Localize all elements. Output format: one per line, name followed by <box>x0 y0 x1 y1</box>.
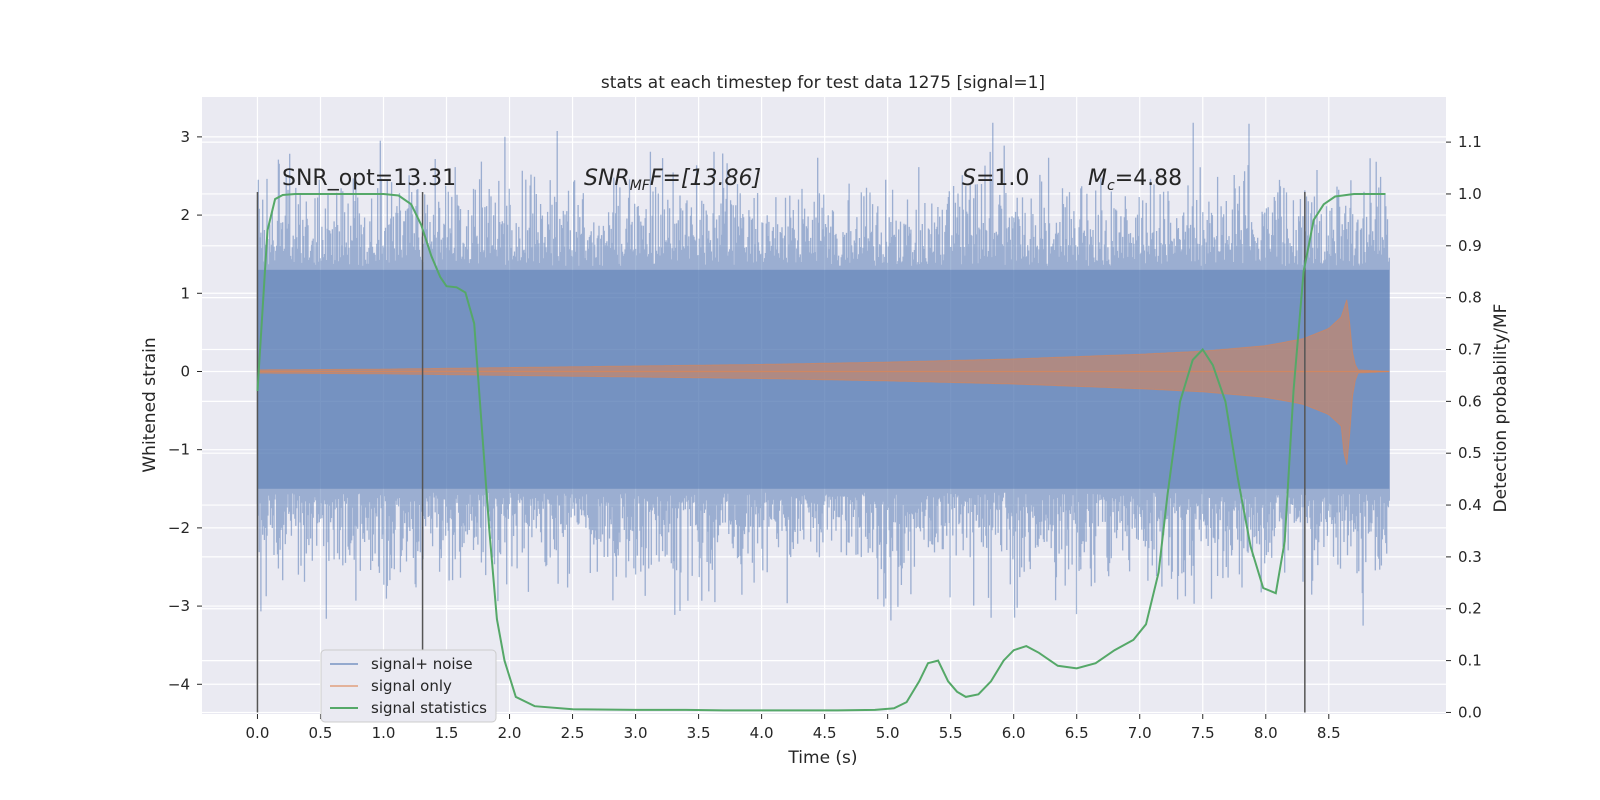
tick-labels: 0.0 0.5 1.0 1.5 2.0 2.5 3.0 3.5 4.0 4.5 5.0 5.5 6.0 6… <box>168 128 1482 742</box>
y2-tick-label: 1.0 <box>1458 185 1482 203</box>
x-tick-label: 0.5 <box>309 724 333 742</box>
y-tick-label: −1 <box>168 441 190 459</box>
y-axis-label: Whitened strain <box>140 337 160 472</box>
annotation-mc: Mc=4.88 <box>1088 166 1182 194</box>
x-axis-label: Time (s) <box>787 748 857 768</box>
y-tick-label: 3 <box>180 128 190 146</box>
y2-tick-label: 0.1 <box>1458 652 1482 670</box>
legend: signal+ noise signal only signal statist… <box>320 649 497 723</box>
y2-tick-label: 0.5 <box>1458 444 1482 462</box>
annotation-mc-main: M <box>1088 166 1107 191</box>
x-tick-label: 2.5 <box>561 724 585 742</box>
series-signal-statistics <box>256 193 1386 712</box>
x-tick-label: 3.0 <box>624 724 648 742</box>
y2-tick-label: 1.1 <box>1458 133 1482 151</box>
x-tick-label: 1.0 <box>372 724 396 742</box>
series-signal-only <box>257 299 1390 465</box>
annotation-s-main: S <box>962 166 976 191</box>
y2-tick-label: 0.6 <box>1458 392 1482 410</box>
annotation-snr-mf: SNRMFF=[13.86] <box>584 166 761 194</box>
vertical-markers <box>256 191 1306 713</box>
chart-title: stats at each timestep for test data 127… <box>601 73 1045 93</box>
y-tick-label: 2 <box>180 206 190 224</box>
y2-tick-label: 0.0 <box>1458 703 1482 721</box>
x-tick-label: 7.0 <box>1128 724 1152 742</box>
y-tick-label: −2 <box>168 519 190 537</box>
signal-statistics-line <box>256 193 1386 712</box>
y-tick-label: 0 <box>180 362 190 380</box>
x-tick-label: 2.0 <box>498 724 522 742</box>
annotations: SNR_opt=13.31 SNRMFF=[13.86] S=1.0 Mc=4.… <box>282 166 1182 194</box>
legend-label-signal-only: signal only <box>371 677 452 695</box>
annotation-mc-value: =4.88 <box>1115 166 1182 191</box>
y2-axis-label: Detection probability/MF <box>1491 304 1511 513</box>
annotation-snr-opt: SNR_opt=13.31 <box>282 166 456 191</box>
annotation-snr-mf-f: F=[13.86] <box>650 166 761 191</box>
x-tick-label: 8.0 <box>1254 724 1278 742</box>
y2-tick-label: 0.2 <box>1458 600 1482 618</box>
x-tick-label: 4.5 <box>813 724 837 742</box>
annotation-snr-mf-sub: MF <box>630 178 651 194</box>
x-tick-label: 1.5 <box>435 724 459 742</box>
y-tick-label: −3 <box>168 597 190 615</box>
annotation-mc-sub: c <box>1107 178 1115 194</box>
legend-label-signal-noise: signal+ noise <box>371 655 473 673</box>
x-tick-label: 6.5 <box>1065 724 1089 742</box>
y2-tick-label: 0.7 <box>1458 341 1482 359</box>
x-tick-label: 5.5 <box>939 724 963 742</box>
x-tick-label: 4.0 <box>750 724 774 742</box>
x-tick-label: 6.0 <box>1002 724 1026 742</box>
x-tick-label: 8.5 <box>1317 724 1341 742</box>
y2-tick-label: 0.9 <box>1458 237 1482 255</box>
y-tick-label: 1 <box>180 284 190 302</box>
annotation-s-value: =1.0 <box>976 166 1029 191</box>
legend-box <box>320 649 497 723</box>
y2-tick-label: 0.8 <box>1458 289 1482 307</box>
y-tick-label: −4 <box>168 675 190 693</box>
annotation-snr-mf-main: SNR <box>584 166 630 191</box>
x-tick-label: 5.0 <box>876 724 900 742</box>
x-tick-label: 7.5 <box>1191 724 1215 742</box>
annotation-s: S=1.0 <box>962 166 1029 191</box>
y2-tick-label: 0.3 <box>1458 548 1482 566</box>
x-tick-label: 3.5 <box>687 724 711 742</box>
legend-label-signal-statistics: signal statistics <box>371 699 487 717</box>
x-tick-label: 0.0 <box>246 724 270 742</box>
y2-tick-label: 0.4 <box>1458 496 1482 514</box>
